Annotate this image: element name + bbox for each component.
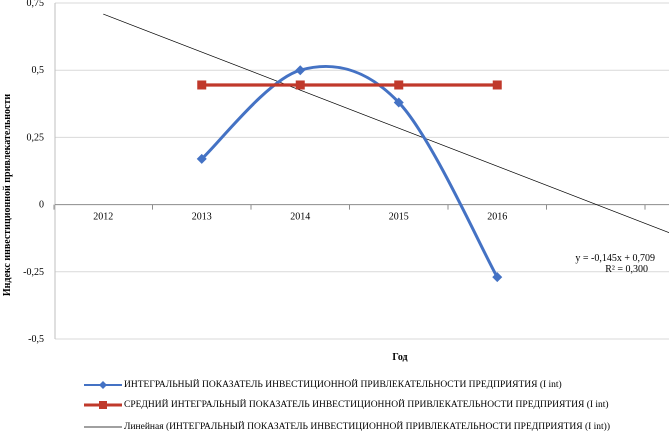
x-axis-title: Год	[392, 352, 407, 363]
legend-label-average: СРЕДНИЙ ИНТЕГРАЛЬНЫЙ ПОКАЗАТЕЛЬ ИНВЕСТИЦ…	[124, 400, 609, 410]
x-tick-label: 2013	[192, 212, 212, 223]
chart-plot: 0,75 0,5 0,25 0 -0,25 -0,5 2012 2013 2014 2015 201…	[2, 0, 669, 363]
y-tick-label: 0	[39, 200, 44, 211]
x-tick-label: 2016	[487, 212, 507, 223]
y-tick-label: -0,25	[23, 267, 44, 278]
x-tick-label: 2015	[389, 212, 409, 223]
y-tick-label: 0,25	[27, 132, 45, 143]
data-point-2	[197, 80, 207, 90]
y-tick-label: 0,75	[27, 0, 45, 9]
data-point-2	[295, 80, 305, 90]
legend-label-trendline: Линейная (ИНТЕГРАЛЬНЫЙ ПОКАЗАТЕЛЬ ИНВЕСТ…	[124, 422, 611, 432]
legend-swatch-integral	[84, 381, 122, 389]
x-tick-label: 2012	[93, 212, 113, 223]
legend-swatch-trendline	[84, 426, 122, 428]
trendline-r2: R² = 0,300	[605, 264, 648, 275]
data-point-1	[295, 65, 306, 76]
data-point-2	[492, 80, 502, 90]
data-point-1	[196, 153, 207, 164]
x-tick-label: 2014	[290, 212, 310, 223]
trendline	[103, 13, 669, 233]
data-point-2	[394, 80, 404, 90]
series-line-1	[200, 64, 499, 278]
legend-label-integral: ИНТЕГРАЛЬНЫЙ ПОКАЗАТЕЛЬ ИНВЕСТИЦИОННОЙ П…	[124, 380, 562, 390]
y-tick-label: 0,5	[32, 65, 45, 76]
y-tick-label: -0,5	[28, 334, 44, 345]
y-axis-title: Индекс инвестиционной привлекательности	[2, 94, 13, 297]
data-point-1	[393, 97, 404, 108]
trendline-equation: y = -0,145x + 0,709	[575, 253, 655, 264]
legend-swatch-average	[84, 401, 122, 409]
data-point-1	[492, 272, 503, 283]
